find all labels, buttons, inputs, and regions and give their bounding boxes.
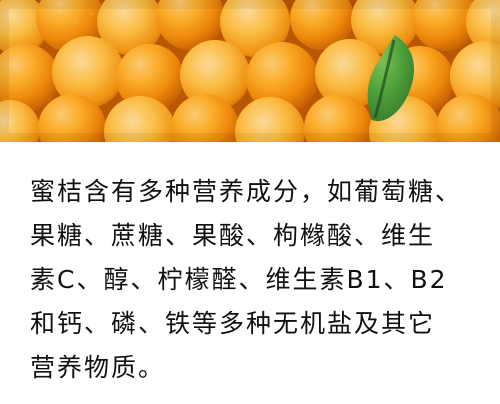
content-line: 素C、醇、柠檬醛、维生素B1、B2 [30,265,448,294]
content-line: 果糖、蔗糖、果酸、枸橼酸、维生 [30,221,436,250]
content-text: 蜜桔含有多种营养成分，如葡萄糖、 果糖、蔗糖、果酸、枸橼酸、维生 素C、醇、柠檬… [30,170,480,390]
content-line: 和钙、磷、铁等多种无机盐及其它 [30,309,436,338]
oranges-photo [0,0,500,142]
content-line: 营养物质。 [30,353,166,382]
content-line: 蜜桔含有多种营养成分，如葡萄糖、 [30,177,463,206]
leaf [367,35,415,122]
